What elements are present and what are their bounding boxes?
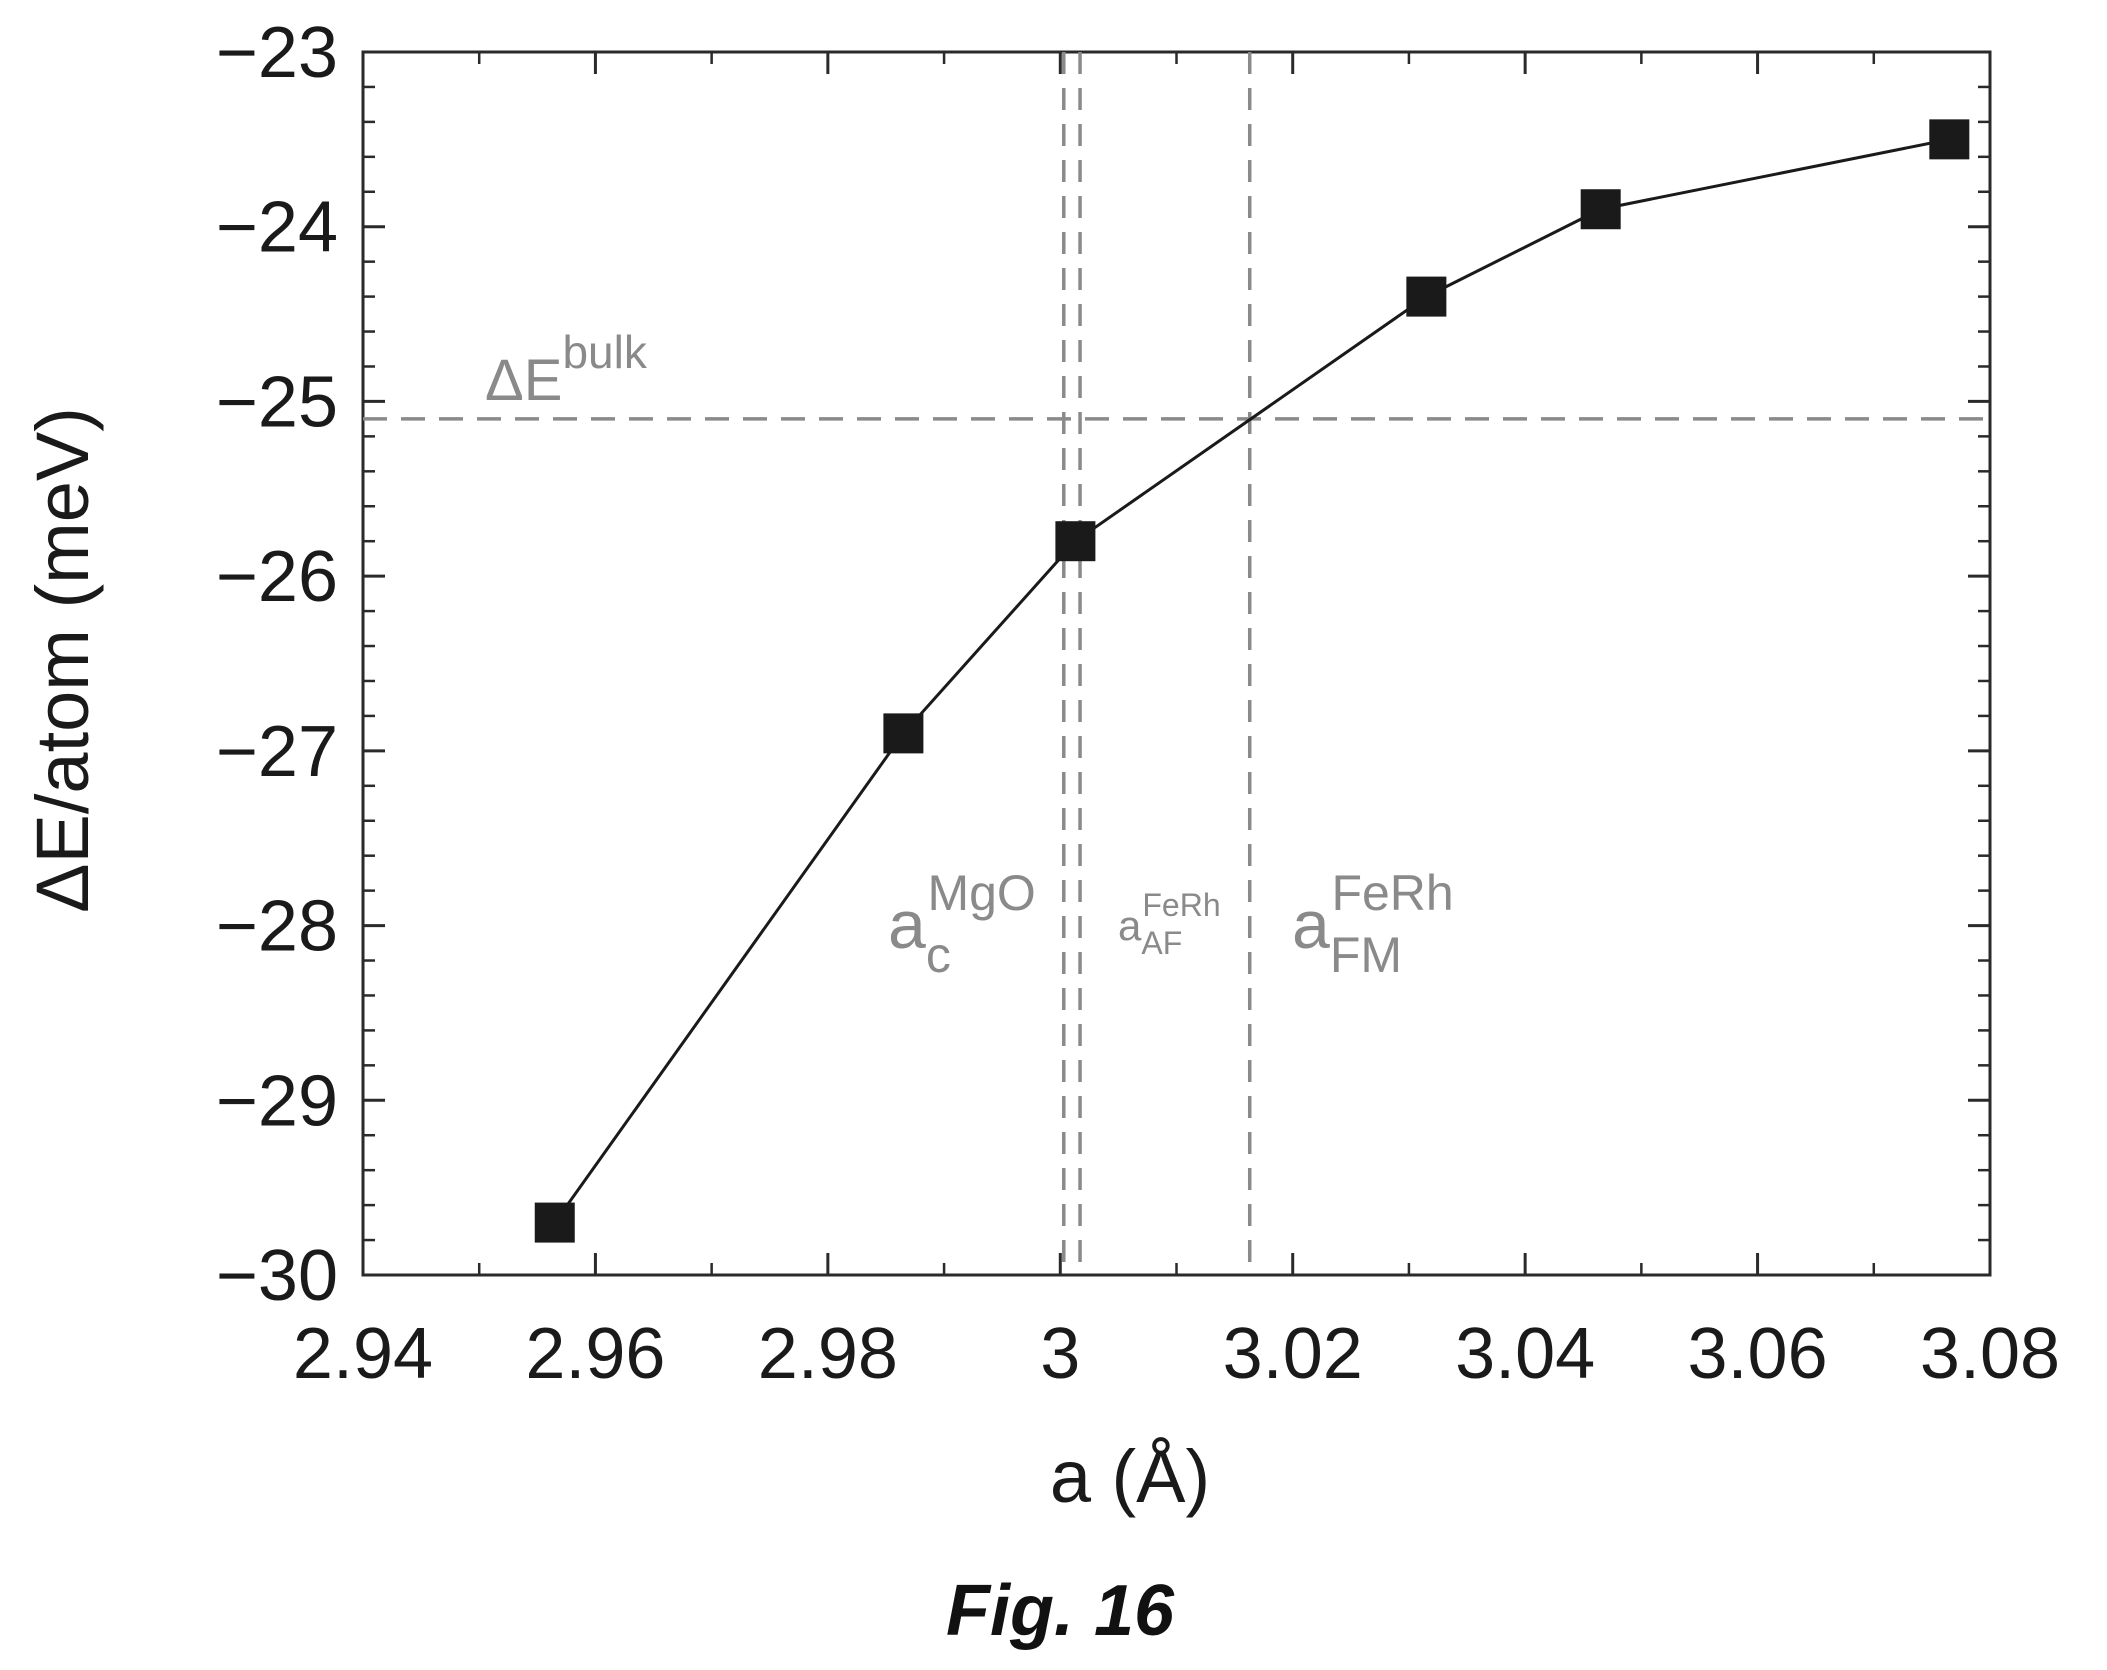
reference-label-superscript: bulk <box>562 326 647 378</box>
series-group <box>534 119 1970 1243</box>
reference-label-subscript: c <box>926 927 951 983</box>
reference-line-label: aAFFeRh <box>1118 887 1221 961</box>
y-axis-label: ΔE/atom (meV) <box>21 407 104 913</box>
y-tick-label: −24 <box>216 188 338 268</box>
series-line <box>553 137 1950 1224</box>
data-point-marker <box>1580 189 1621 230</box>
reference-label-base: ΔE <box>485 348 562 413</box>
reference-label-base: a <box>1292 887 1330 963</box>
data-point-marker <box>534 1202 575 1243</box>
x-tick-label: 3 <box>1040 1314 1080 1394</box>
reference-lines-group <box>363 52 1990 1275</box>
reference-label-base: a <box>1118 902 1142 949</box>
reference-label-base: a <box>888 887 926 963</box>
reference-label-superscript: FeRh <box>1331 865 1453 921</box>
reference-line-label: aFM FeRh <box>1292 865 1454 983</box>
x-tick-label: 3.08 <box>1920 1314 2060 1394</box>
x-tick-label: 2.96 <box>525 1314 665 1394</box>
data-point-marker <box>1055 521 1096 562</box>
x-tick-label: 2.94 <box>293 1314 433 1394</box>
minor-ticks-group <box>361 50 1992 1277</box>
reference-label-superscript: MgO <box>927 865 1035 921</box>
y-tick-label: −23 <box>216 13 338 93</box>
x-tick-label: 3.04 <box>1455 1314 1595 1394</box>
reference-line-label: ac MgO <box>888 865 1036 983</box>
x-tick-label: 2.98 <box>758 1314 898 1394</box>
y-tick-label: −29 <box>216 1061 338 1141</box>
y-tick-label: −26 <box>216 537 338 617</box>
reference-line-label: ΔEbulk <box>485 326 648 413</box>
data-point-marker <box>1929 119 1970 160</box>
figure-caption: Fig. 16 <box>946 1571 1175 1651</box>
y-tick-label: −30 <box>216 1236 338 1316</box>
plot-frame-group <box>361 50 1992 1277</box>
data-point-marker <box>883 713 924 754</box>
data-point-marker <box>1406 276 1447 317</box>
y-tick-label: −28 <box>216 887 338 967</box>
reference-label-subscript: FM <box>1330 927 1402 983</box>
plot-frame <box>361 50 1992 1277</box>
reference-label-subscript: AF <box>1141 925 1182 961</box>
y-tick-label: −27 <box>216 712 338 792</box>
x-tick-label: 3.06 <box>1688 1314 1828 1394</box>
y-tick-label: −25 <box>216 362 338 442</box>
x-axis-label: a (Å) <box>1050 1435 1210 1518</box>
x-tick-label: 3.02 <box>1223 1314 1363 1394</box>
tick-labels-group: 2.94 2.96 2.98 3 3.02 3.04 3.06 3.08 −30 −29 −28 −2… <box>216 13 2060 1394</box>
reference-label-superscript: FeRh <box>1142 887 1220 923</box>
